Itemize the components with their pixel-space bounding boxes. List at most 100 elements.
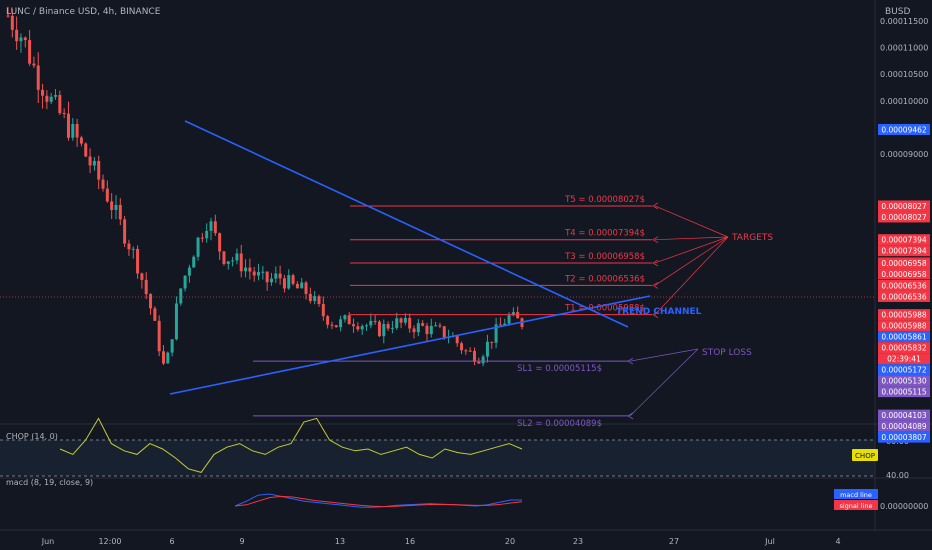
price-badge [878,353,930,365]
candle-body [265,271,269,283]
macd-tick: 0.00000000 [880,502,928,511]
candle-body [300,282,304,289]
price-badge-text: 0.00003807 [881,433,927,442]
price-badge [878,234,930,246]
price-badge [878,409,930,421]
candle-body [360,326,364,330]
stop-arrowhead [627,412,634,420]
candle-body [222,251,226,264]
candle-body [356,326,360,330]
stop-label: SL2 = 0.00004089$ [517,419,602,429]
candle-body [218,233,222,252]
price-badge [878,364,930,376]
candle-body [58,95,62,114]
candle-body [442,326,446,338]
candle-body [287,275,291,289]
price-badge [878,200,930,212]
price-badge [878,257,930,269]
price-badge [878,375,930,387]
candle-body [274,273,278,279]
candle-body [516,312,520,319]
price-badge-text: 0.00007394 [881,236,927,245]
price-badge-text: 0.00005130 [881,377,927,386]
price-badge-text: 0.00005172 [881,366,927,375]
candle-body [352,324,356,327]
candle-body [326,316,330,325]
target-arrowhead [652,259,659,267]
candle-body [261,271,265,273]
price-badge-text: 0.00009462 [881,125,927,134]
price-badge-text: 0.00006536 [881,281,927,290]
candle-body [123,219,127,244]
candle-body [481,356,485,364]
candle-body [330,324,334,326]
macd-title: macd (8, 19, close, 9) [6,478,93,487]
macd-legend-chip [834,500,878,510]
price-badge-text: 0.00005832 [881,344,927,353]
price-badge-text: 0.00008027 [881,202,927,211]
chop-line [59,417,523,473]
stop-label: SL1 = 0.00005115$ [517,364,602,374]
candle-body [321,303,325,317]
price-badge-text: 02:39:41 [887,355,921,364]
candle-body [118,204,122,220]
target-arrowhead [652,202,659,210]
target-arrowhead [652,236,659,244]
candle-body [308,293,312,301]
macd-legend-label: signal line [839,502,872,510]
candle-body [390,327,394,329]
price-tick: 0.00011000 [880,44,928,53]
trend-channel-annotation: TREND CHANNEL [616,307,702,317]
macd-legend-chip [834,489,878,499]
candle-body [36,65,40,90]
price-badge [878,268,930,280]
candle-body [434,325,438,327]
candle-body [32,63,36,66]
candle-body [373,320,377,322]
candle-body [252,271,256,276]
candle-body [101,179,105,189]
price-badge [878,386,930,398]
candle-body [412,328,416,333]
candle-body [92,160,96,166]
target-arrow [654,236,729,241]
price-badge [878,420,930,432]
candle-body [166,352,170,364]
candle-body [248,267,252,272]
time-tick: Jun [41,537,55,546]
stop-arrowhead [627,357,634,365]
price-badge-text: 0.00005988 [881,322,927,331]
candle-body [71,123,75,138]
price-badge-text: 0.00005115 [881,388,927,397]
time-tick: 16 [405,537,415,546]
chop-title: CHOP (14, 0) [6,432,58,441]
candle-body [196,237,200,257]
stop-loss-annotation: STOP LOSS [702,348,752,358]
trend-line-lower [169,295,651,395]
candle-body [295,283,299,289]
target-label: T1 = 0.00005988$ [564,304,645,314]
candle-body [183,275,187,289]
candle-body [343,315,347,320]
target-arrow [654,236,729,315]
price-badge [878,123,930,135]
target-arrowhead [652,311,659,318]
trend-line-upper [184,120,629,328]
price-tick: 0.00011500 [880,17,928,26]
chop-band [0,440,875,476]
candle-body [347,315,351,325]
candle-body [257,272,261,276]
candle-body [153,308,157,321]
target-arrow [654,236,729,264]
candle-body [421,323,425,326]
price-badge-text: 0.00007394 [881,247,927,256]
candle-body [511,312,515,316]
candle-body [66,113,70,138]
candle-body [174,303,178,340]
price-badge [878,431,930,443]
time-tick: 27 [669,537,679,546]
price-tick: 0.00009000 [880,150,928,159]
candle-body [79,137,83,144]
target-arrowhead [652,282,659,289]
price-badge-text: 0.00006536 [881,292,927,301]
